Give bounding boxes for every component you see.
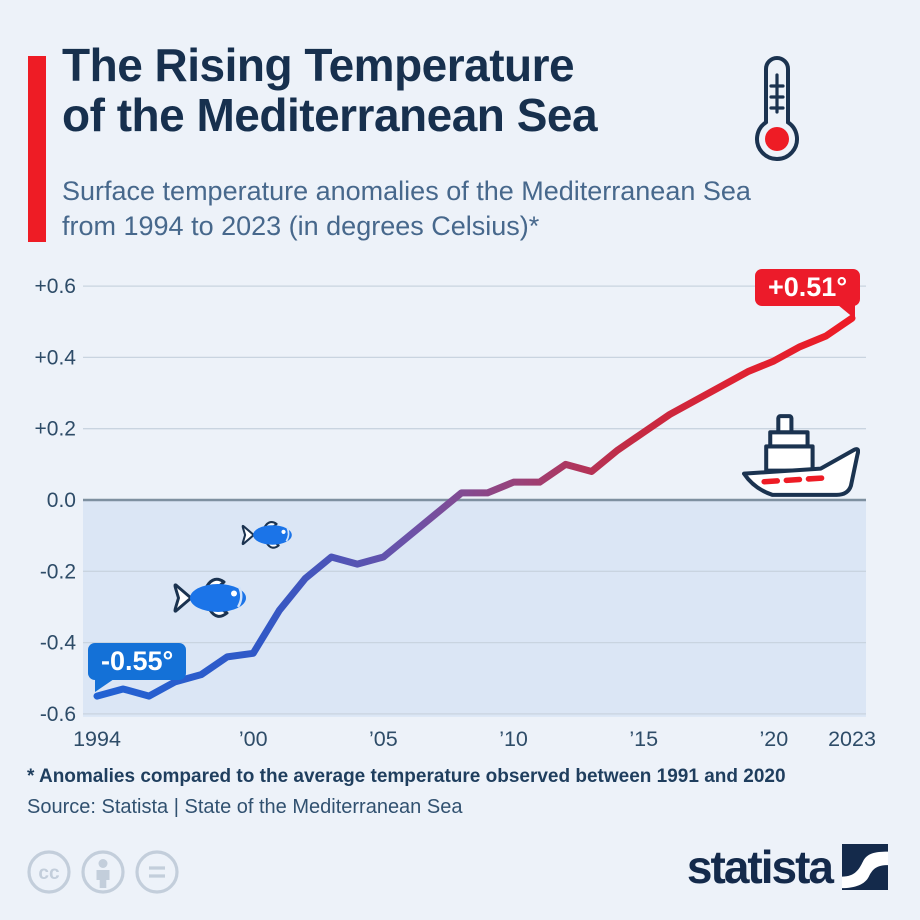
x-tick-label: ’05	[369, 727, 398, 751]
thermometer-icon	[755, 56, 799, 161]
ship-icon	[742, 414, 860, 497]
footnote: * Anomalies compared to the average temp…	[27, 766, 786, 787]
title-line-2: of the Mediterranean Sea	[62, 89, 598, 141]
y-tick-label: +0.2	[35, 418, 76, 441]
y-tick-label: +0.4	[35, 346, 77, 369]
x-tick-label: ’20	[760, 727, 789, 751]
y-tick-label: 0.0	[47, 489, 76, 512]
creative-commons-license-icons[interactable]: cc	[26, 849, 186, 895]
end-value-label: +0.51°	[768, 272, 848, 302]
source-line: Source: Statista | State of the Mediterr…	[27, 796, 463, 818]
x-tick-label: ’00	[239, 727, 268, 751]
no-derivatives-equals-icon	[135, 850, 179, 894]
end-value-badge: +0.51°	[755, 269, 861, 319]
chart-subtitle: Surface temperature anomalies of the Med…	[62, 174, 751, 244]
x-tick-label: ’15	[629, 727, 658, 751]
subtitle-line-1: Surface temperature anomalies of the Med…	[62, 176, 751, 206]
x-tick-label: 2023	[828, 727, 876, 751]
x-tick-label: 1994	[73, 727, 121, 751]
temperature-line	[93, 314, 856, 700]
y-tick-label: -0.4	[40, 632, 77, 655]
cc-icon: cc	[27, 850, 71, 894]
y-tick-label: +0.6	[35, 275, 76, 298]
start-value-label: -0.55°	[101, 646, 174, 676]
x-tick-label: ’10	[499, 727, 528, 751]
title-accent-bar	[28, 56, 46, 242]
fish-large-icon	[173, 577, 246, 618]
statista-logo-text: statista	[686, 841, 834, 893]
svg-text:cc: cc	[38, 863, 60, 884]
statista-logo-mark	[842, 844, 888, 890]
page-title: The Rising Temperature of the Mediterran…	[62, 39, 598, 141]
subtitle-line-2: from 1994 to 2023 (in degrees Celsius)*	[62, 211, 540, 241]
title-line-1: The Rising Temperature	[62, 39, 575, 91]
start-value-badge: -0.55°	[88, 643, 187, 692]
statista-logo[interactable]: statista	[687, 843, 888, 891]
y-tick-label: -0.2	[40, 560, 76, 583]
fish-small-icon	[241, 521, 292, 549]
y-tick-label: -0.6	[40, 703, 76, 726]
attribution-person-icon	[81, 850, 125, 894]
